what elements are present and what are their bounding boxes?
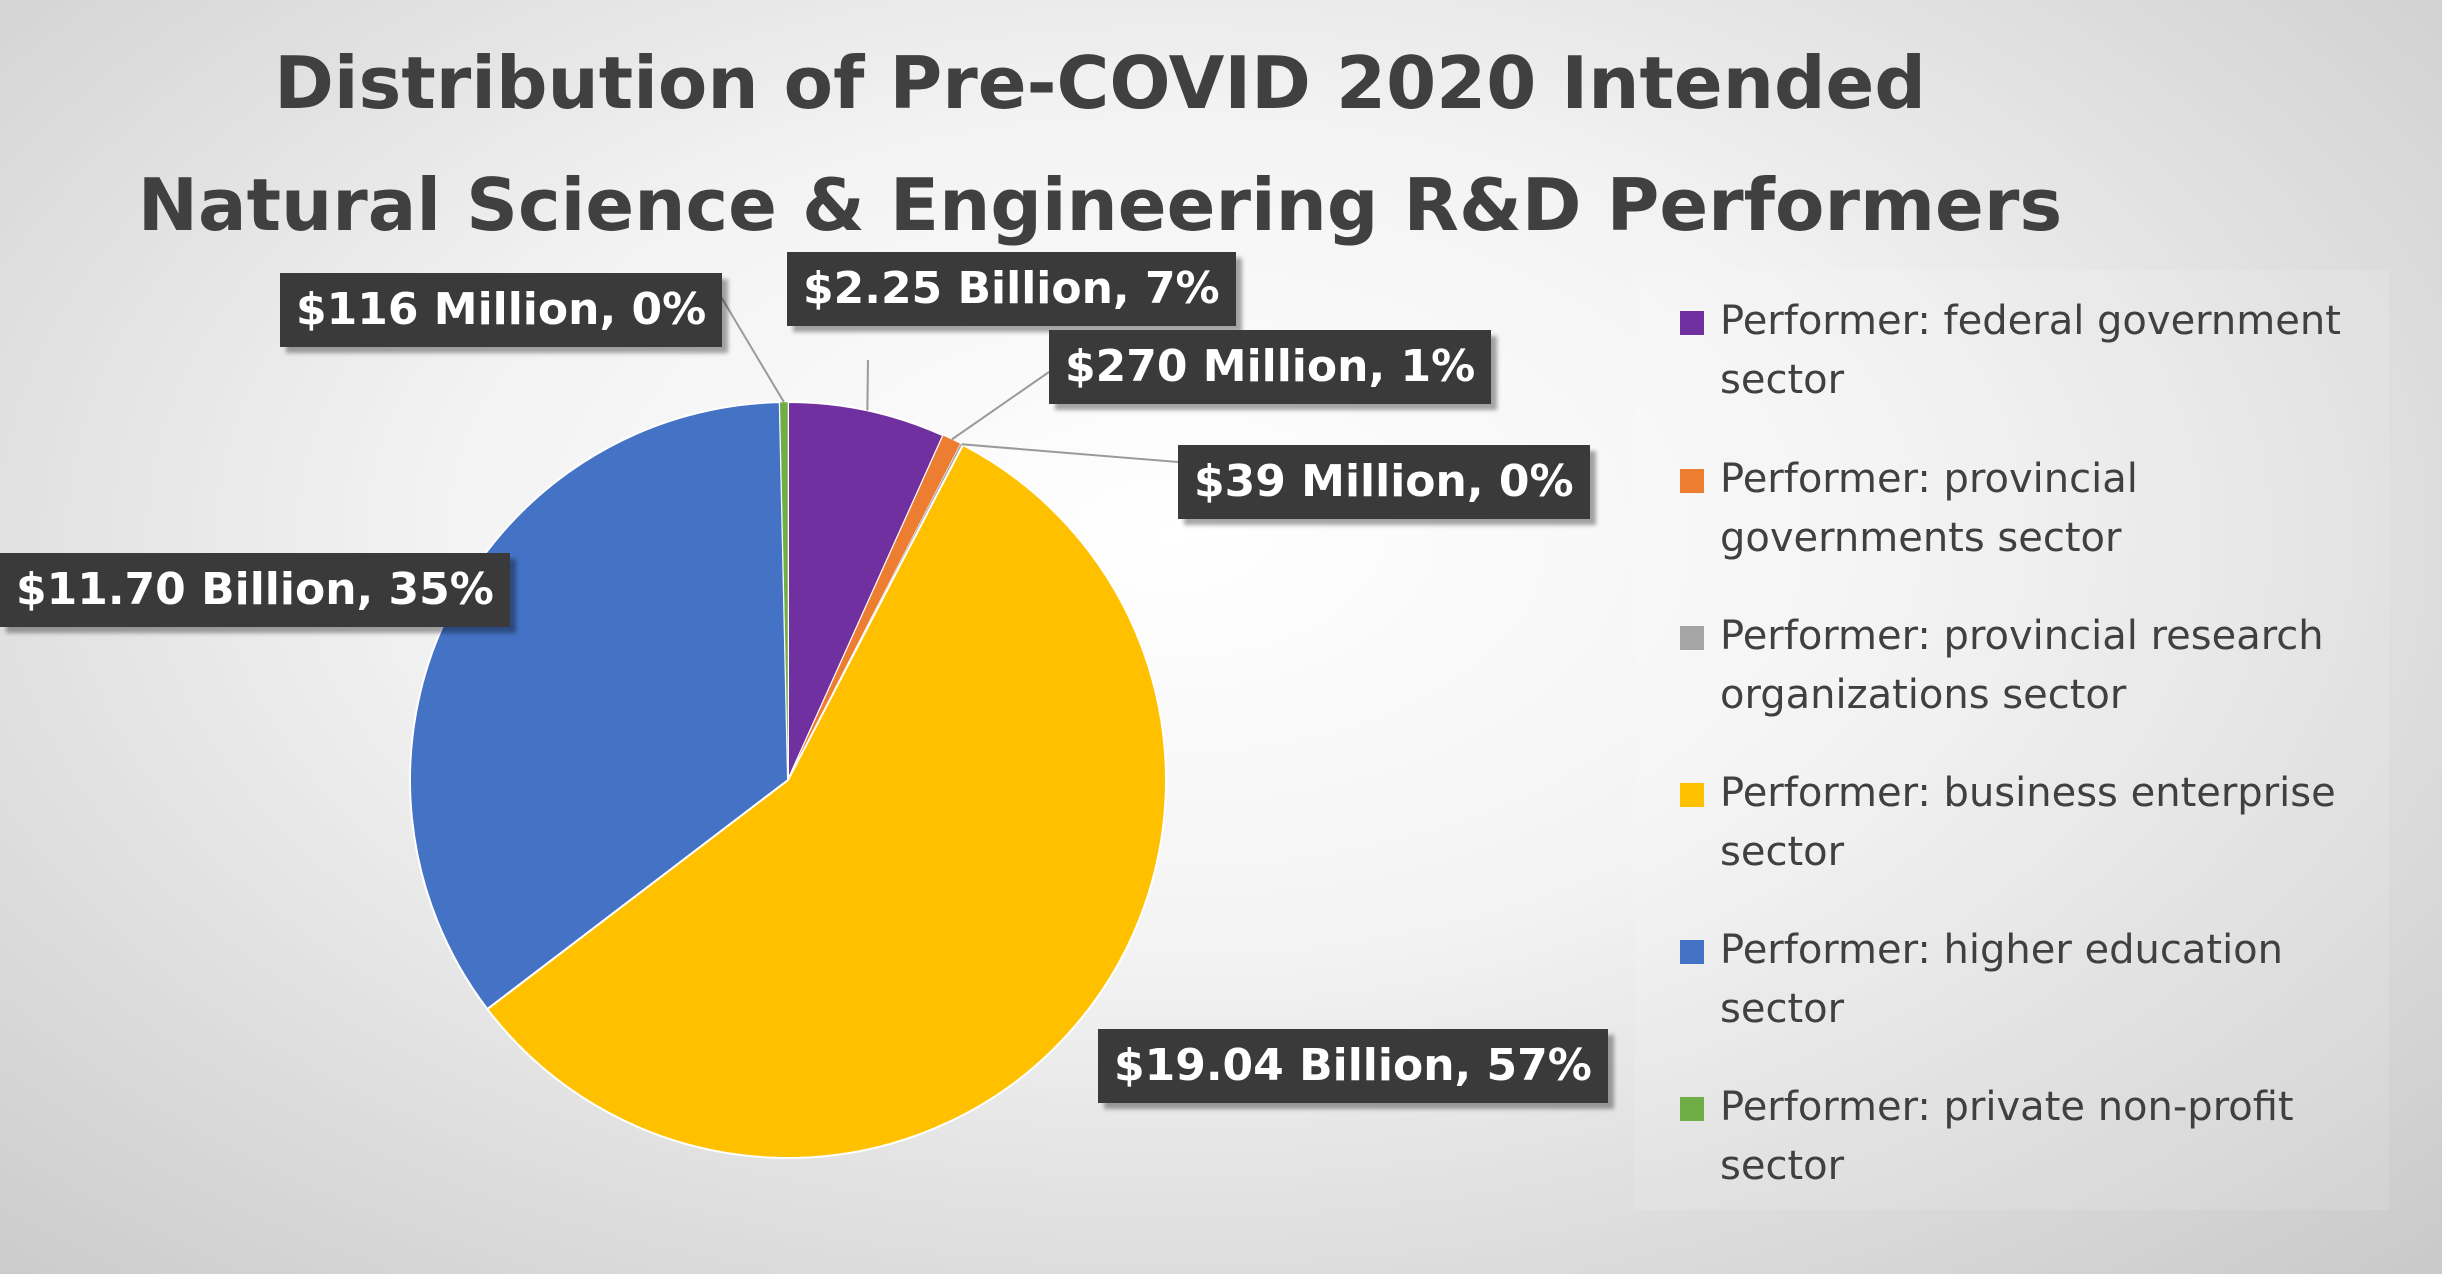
legend-swatch-private-non-profit — [1680, 1097, 1704, 1121]
legend-label-business-enterprise: Performer: business enterprise sector — [1720, 770, 2336, 875]
pie-slice-federal-government — [787, 400, 945, 781]
legend-label-higher-education: Performer: higher education sector — [1720, 927, 2284, 1032]
legend-item-higher-education: Performer: higher education sector — [1680, 921, 2370, 1039]
data-label-higher-education: $11.70 Billion, 35% — [0, 553, 510, 627]
legend-item-federal-government: Performer: federal government sector — [1680, 292, 2370, 410]
data-label-provincial-research-organizations: $39 Million, 0% — [1178, 445, 1590, 519]
leader-line-provincial-research-organizations — [961, 443, 1179, 463]
leader-line-provincial-governments — [951, 371, 1050, 441]
legend-item-provincial-governments: Performer: provincial governments sector — [1680, 450, 2370, 568]
pie-slice-business-enterprise — [485, 443, 1167, 1159]
leader-line-federal-government — [866, 359, 869, 411]
legend-swatch-federal-government — [1680, 311, 1704, 335]
legend-label-provincial-research-organizations: Performer: provincial research organizat… — [1720, 613, 2324, 718]
data-label-federal-government: $2.25 Billion, 7% — [787, 252, 1236, 326]
leader-line-private-non-profit — [713, 284, 785, 403]
legend-swatch-business-enterprise — [1680, 783, 1704, 807]
legend-swatch-higher-education — [1680, 940, 1704, 964]
legend-label-provincial-governments: Performer: provincial governments sector — [1720, 456, 2138, 561]
data-label-private-non-profit: $116 Million, 0% — [280, 273, 723, 347]
legend-label-private-non-profit: Performer: private non-profit sector — [1720, 1084, 2294, 1189]
chart-legend: Performer: federal government sector Per… — [1634, 270, 2389, 1210]
legend-swatch-provincial-governments — [1680, 469, 1704, 493]
data-label-provincial-governments: $270 Million, 1% — [1049, 330, 1492, 404]
legend-label-federal-government: Performer: federal government sector — [1720, 298, 2341, 403]
legend-item-business-enterprise: Performer: business enterprise sector — [1680, 764, 2370, 882]
legend-swatch-provincial-research-organizations — [1680, 626, 1704, 650]
chart-title-line-2: Natural Science & Engineering R&D Perfor… — [137, 163, 2063, 247]
chart-title: Distribution of Pre-COVID 2020 Intended … — [0, 22, 2200, 266]
legend-item-provincial-research-organizations: Performer: provincial research organizat… — [1680, 607, 2370, 725]
pie-slice-private-non-profit — [779, 401, 789, 781]
data-label-business-enterprise: $19.04 Billion, 57% — [1098, 1029, 1608, 1103]
chart-title-line-1: Distribution of Pre-COVID 2020 Intended — [274, 41, 1926, 125]
legend-item-private-non-profit: Performer: private non-profit sector — [1680, 1078, 2370, 1196]
